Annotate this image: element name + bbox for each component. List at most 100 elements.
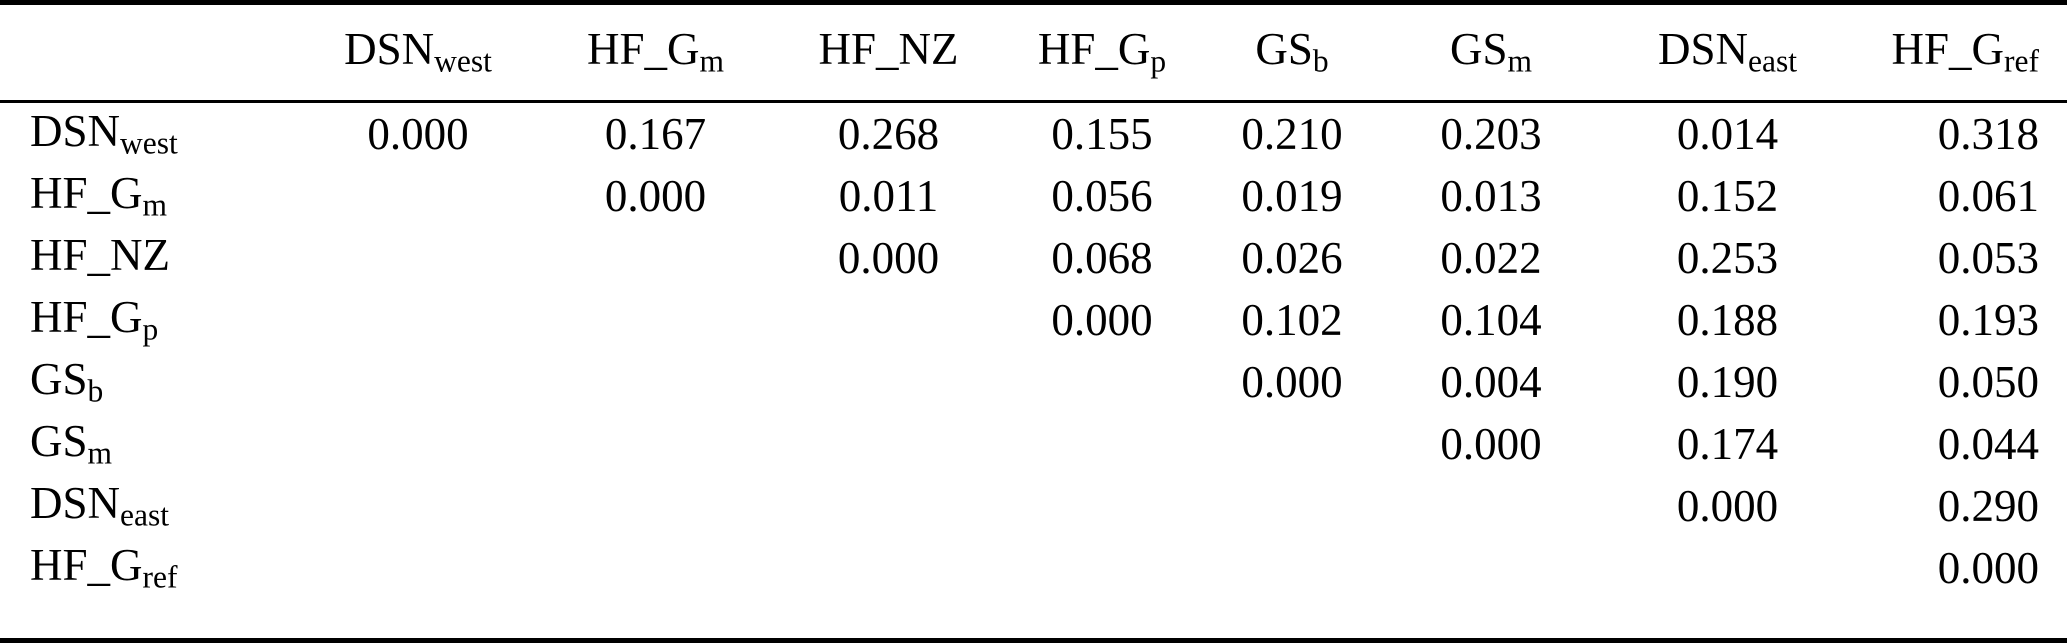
table-body: DSNwest 0.000 0.167 0.268 0.155 0.210 0.203 0.0… <box>0 102 2067 600</box>
row-label-2: HF_NZ <box>0 227 300 289</box>
matrix-cell: 0.056 <box>1051 170 1153 221</box>
col-header-6-text: DSN <box>1657 24 1749 75</box>
row-label-0-text: DSN <box>30 105 121 156</box>
col-header-5-text: GS <box>1449 24 1508 75</box>
matrix-cell: 0.253 <box>1676 232 1779 283</box>
col-header-6: DSNeast <box>1600 5 1855 103</box>
matrix-cell: 0.000 <box>367 108 469 159</box>
matrix-cell <box>300 537 536 599</box>
matrix-cell <box>1002 537 1202 599</box>
matrix-cell: 0.000 <box>1937 542 2039 593</box>
row-label-1-subscript: m <box>142 187 168 223</box>
matrix-cell <box>300 351 536 413</box>
col-header-4: GSb <box>1202 5 1382 103</box>
row-label-3: HF_Gp <box>0 289 300 351</box>
table-row: DSNeast 0.000 0.290 <box>0 475 2067 537</box>
matrix-cell <box>1382 475 1600 537</box>
row-label-6-subscript: east <box>120 497 170 533</box>
row-label-7-subscript: ref <box>142 559 178 595</box>
col-header-7-subscript: ref <box>2004 44 2039 80</box>
matrix-cell <box>775 537 1002 599</box>
corner-cell <box>0 5 300 103</box>
table-row: HF_Gp 0.000 0.102 0.104 0.188 0.193 <box>0 289 2067 351</box>
matrix-cell: 0.014 <box>1676 108 1779 159</box>
matrix-cell: 0.000 <box>1051 294 1153 345</box>
matrix-cell <box>1202 537 1382 599</box>
row-label-3-subscript: p <box>142 311 159 347</box>
matrix-cell <box>775 475 1002 537</box>
table-header: DSNwest HF_Gm HF_NZ HF_Gp GSb GSm DSNeast HF_Gr… <box>0 5 2067 103</box>
matrix-cell <box>300 289 536 351</box>
col-header-5: GSm <box>1382 5 1600 103</box>
matrix-cell: 0.167 <box>604 108 707 159</box>
matrix-cell <box>1382 537 1600 599</box>
matrix-cell <box>300 227 536 289</box>
matrix-cell <box>1002 351 1202 413</box>
row-label-1-text: HF_G <box>30 167 143 218</box>
row-label-2-text: HF_NZ <box>30 229 171 280</box>
col-header-0-subscript: west <box>434 44 492 80</box>
matrix-cell <box>300 165 536 227</box>
matrix-cell <box>1202 475 1382 537</box>
row-label-4-subscript: b <box>87 373 104 409</box>
matrix-cell: 0.193 <box>1937 294 2039 345</box>
matrix-cell <box>300 475 536 537</box>
table-row: DSNwest 0.000 0.167 0.268 0.155 0.210 0.203 0.0… <box>0 102 2067 166</box>
matrix-cell: 0.053 <box>1937 232 2039 283</box>
matrix-cell <box>300 413 536 475</box>
row-label-5: GSm <box>0 413 300 475</box>
row-label-4-text: GS <box>30 353 88 404</box>
col-header-2: HF_NZ <box>775 5 1002 103</box>
matrix-cell <box>536 289 775 351</box>
row-label-7: HF_Gref <box>0 537 300 599</box>
matrix-cell <box>1600 537 1855 599</box>
table-row: GSb 0.000 0.004 0.190 0.050 <box>0 351 2067 413</box>
matrix-cell <box>536 537 775 599</box>
matrix-cell: 0.190 <box>1676 356 1779 407</box>
matrix-cell: 0.152 <box>1676 170 1779 221</box>
matrix-cell: 0.318 <box>1937 108 2039 159</box>
matrix-cell: 0.000 <box>1440 418 1542 469</box>
matrix-cell <box>775 289 1002 351</box>
matrix-cell: 0.044 <box>1937 418 2039 469</box>
matrix-cell: 0.210 <box>1241 108 1343 159</box>
col-header-4-text: GS <box>1255 24 1313 75</box>
col-header-5-subscript: m <box>1507 44 1533 80</box>
matrix-cell <box>1202 413 1382 475</box>
col-header-6-subscript: east <box>1748 44 1797 80</box>
table-row: HF_Gref 0.000 <box>0 537 2067 599</box>
matrix-cell: 0.268 <box>837 108 940 159</box>
distance-matrix-table: DSNwest HF_Gm HF_NZ HF_Gp GSb GSm DSNeast HF_Gr… <box>0 5 2067 599</box>
matrix-cell: 0.000 <box>1241 356 1343 407</box>
matrix-cell <box>775 413 1002 475</box>
col-header-7-text: HF_G <box>1891 24 2005 75</box>
matrix-cell: 0.026 <box>1241 232 1343 283</box>
row-label-6: DSNeast <box>0 475 300 537</box>
matrix-cell: 0.022 <box>1440 232 1542 283</box>
matrix-cell: 0.155 <box>1051 108 1153 159</box>
col-header-1-subscript: m <box>699 44 725 80</box>
table-row: GSm 0.000 0.174 0.044 <box>0 413 2067 475</box>
matrix-cell: 0.000 <box>837 232 940 283</box>
row-label-6-text: DSN <box>30 477 121 528</box>
row-label-0: DSNwest <box>0 102 300 166</box>
matrix-cell: 0.203 <box>1440 108 1542 159</box>
matrix-cell: 0.104 <box>1440 294 1542 345</box>
matrix-cell: 0.019 <box>1241 170 1343 221</box>
col-header-7: HF_Gref <box>1855 5 2067 103</box>
table-row: HF_NZ 0.000 0.068 0.026 0.022 0.253 0.053 <box>0 227 2067 289</box>
col-header-0-text: DSN <box>344 24 435 75</box>
row-label-7-text: HF_G <box>30 539 143 590</box>
col-header-0: DSNwest <box>300 5 536 103</box>
matrix-cell: 0.000 <box>1676 480 1779 531</box>
matrix-cell <box>536 475 775 537</box>
matrix-cell <box>1002 475 1202 537</box>
matrix-cell: 0.000 <box>604 170 707 221</box>
matrix-cell: 0.102 <box>1241 294 1343 345</box>
row-label-0-subscript: west <box>120 125 178 161</box>
col-header-3-subscript: p <box>1150 44 1167 80</box>
matrix-cell <box>536 227 775 289</box>
row-label-1: HF_Gm <box>0 165 300 227</box>
matrix-cell <box>536 351 775 413</box>
matrix-cell: 0.174 <box>1676 418 1779 469</box>
